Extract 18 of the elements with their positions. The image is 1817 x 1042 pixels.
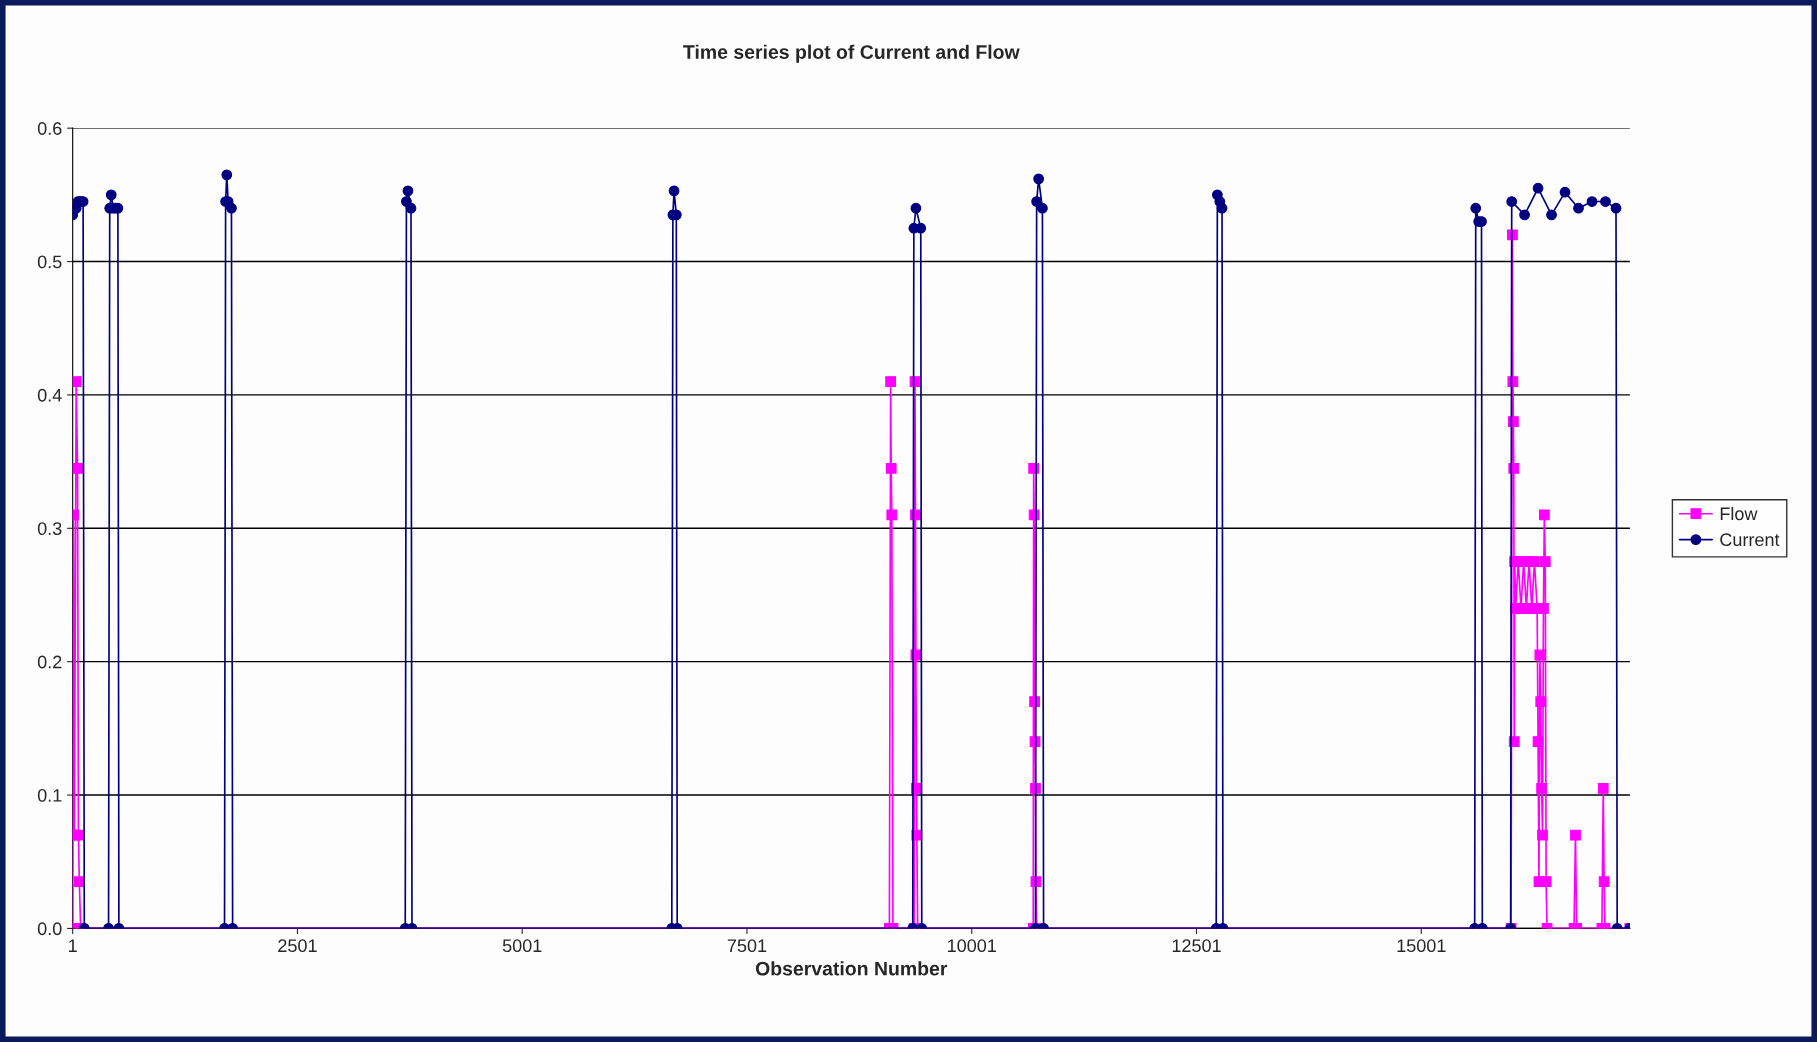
x-axis-title: Observation Number [755, 961, 948, 976]
x-tick-label: 5001 [502, 939, 542, 953]
x-tick-label: 12501 [1172, 939, 1221, 953]
legend-label: Current [1720, 533, 1780, 547]
y-tick-label: 0.4 [37, 388, 62, 402]
y-tick-label: 0.2 [37, 655, 62, 669]
y-tick-label: 0.0 [37, 922, 62, 936]
y-tick-label: 0.6 [37, 122, 62, 135]
y-tick-label: 0.5 [37, 255, 62, 269]
y-tick-label: 0.3 [37, 522, 62, 536]
y-tick-label: 0.1 [37, 788, 62, 802]
x-tick-label: 2501 [278, 939, 317, 953]
x-tick-label: 1 [69, 939, 77, 952]
legend-label: Flow [1720, 506, 1758, 521]
x-tick-label: 10001 [948, 939, 996, 953]
x-tick-label: 15001 [1397, 939, 1446, 953]
chart-title: Time series plot of Current and Flow [683, 44, 1020, 63]
x-tick-label: 7501 [727, 939, 767, 953]
